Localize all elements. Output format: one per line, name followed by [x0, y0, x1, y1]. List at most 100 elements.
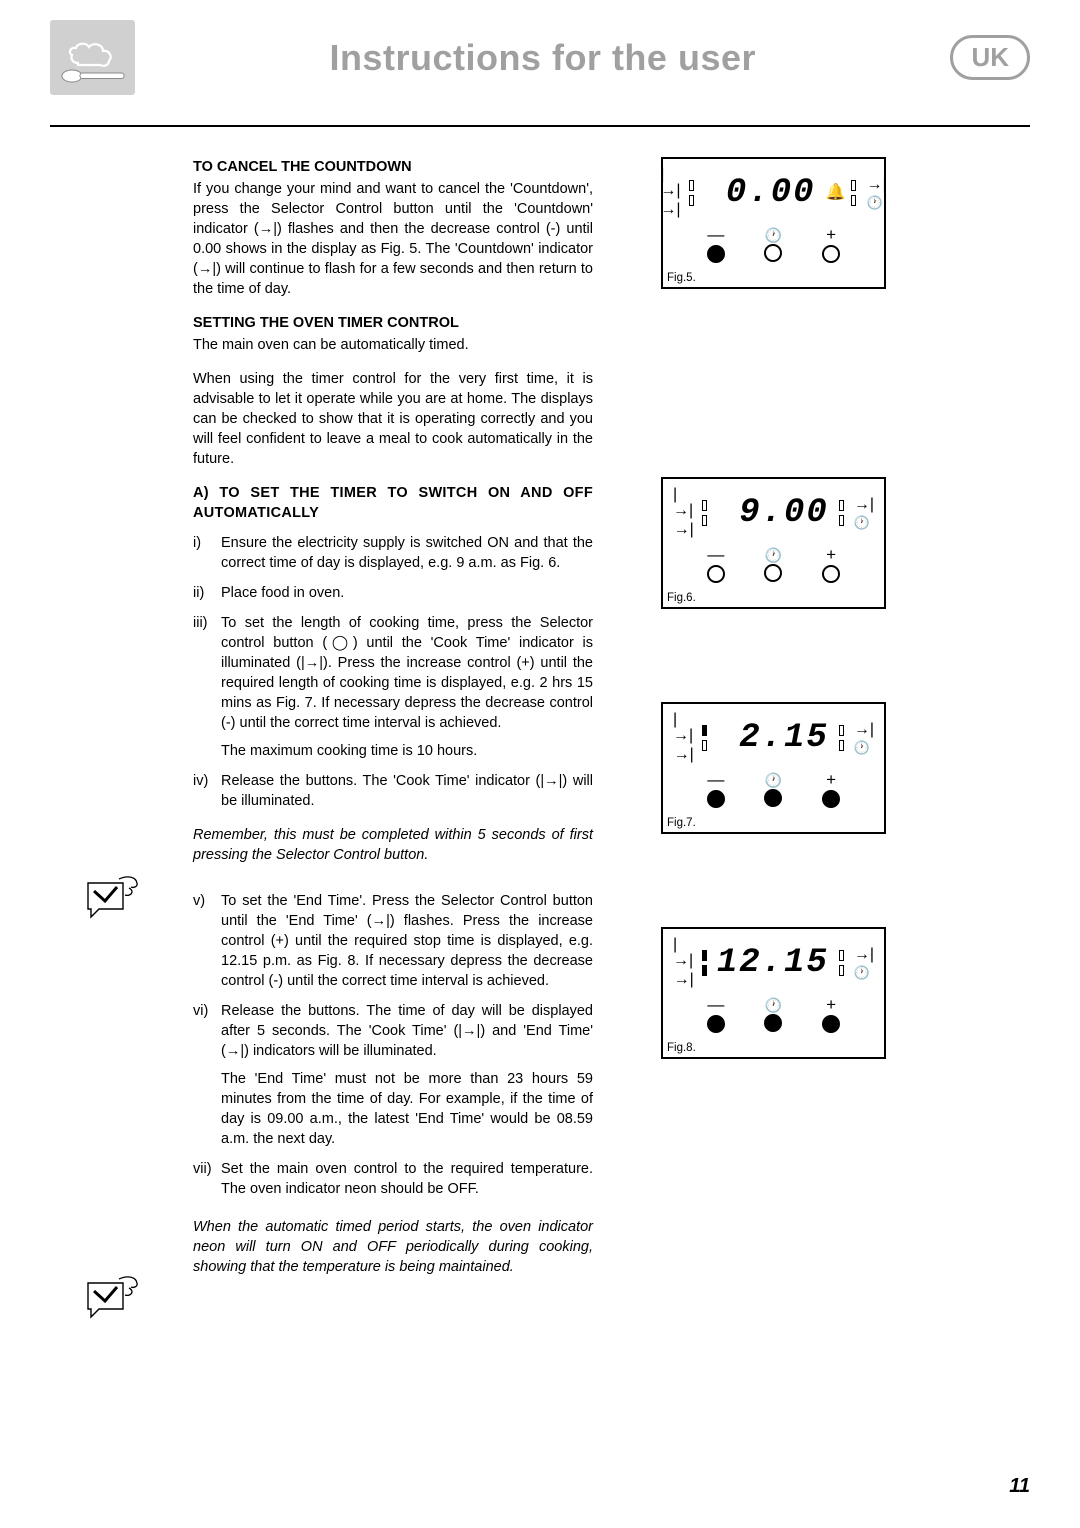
figure-f8: |→| →| 12.15 →| 🕐: [661, 927, 886, 1059]
button-circle: [764, 789, 782, 807]
figure-frame: |→| →| 12.15 →| 🕐: [661, 927, 886, 1059]
end-time-icon: →|: [854, 497, 874, 513]
minus-icon: —: [707, 226, 724, 243]
note-icon: [83, 1275, 141, 1320]
display-row: |→| →| 0.00 🔔 →| 🕐: [673, 167, 874, 218]
figures-column: |→| →| 0.00 🔔 →| 🕐: [593, 157, 1032, 1291]
country-badge: UK: [950, 35, 1030, 80]
indicator: [702, 515, 707, 526]
left-indicators: [702, 725, 707, 751]
figure-frame: |→| →| 9.00 →| 🕐: [661, 477, 886, 609]
step-num: i): [193, 533, 201, 553]
clock-icon: 🕐: [765, 773, 782, 787]
indicator: [702, 965, 707, 976]
clock-icon: 🕐: [854, 741, 870, 754]
end-time-icon: →|: [854, 722, 874, 738]
button-circle: [707, 790, 725, 808]
display-row: |→| →| 12.15 →| 🕐: [673, 937, 874, 988]
step-text: To set the 'End Time'. Press the Selecto…: [221, 893, 593, 989]
step-num: vii): [193, 1159, 212, 1179]
step-subtext: The maximum cooking time is 10 hours.: [221, 741, 593, 761]
right-symbols: →| 🕐: [854, 947, 874, 979]
digital-display: 12.15: [713, 946, 833, 980]
buttons-row: — 🕐 +: [673, 767, 874, 824]
figure-frame: |→| →| 2.15 →| 🕐: [661, 702, 886, 834]
content-area: TO CANCEL THE COUNTDOWN If you change yo…: [0, 127, 1080, 1291]
step-item: v) To set the 'End Time'. Press the Sele…: [193, 891, 593, 991]
cook-time-icon: |→|: [673, 712, 694, 744]
indicator: [839, 725, 844, 736]
cancel-body: If you change your mind and want to canc…: [193, 179, 593, 299]
buttons-row: — 🕐 +: [673, 222, 874, 279]
minus-icon: —: [707, 771, 724, 788]
left-symbols: |→| →|: [673, 937, 694, 988]
plus-icon: +: [826, 771, 836, 788]
heading-timer: SETTING THE OVEN TIMER CONTROL: [193, 313, 593, 333]
minus-control: —: [707, 771, 725, 808]
figure-label: Fig.5.: [667, 272, 696, 284]
selector-control: 🕐: [764, 773, 782, 807]
button-circle: [822, 790, 840, 808]
timer-p1: The main oven can be automatically timed…: [193, 335, 593, 355]
plus-icon: +: [826, 996, 836, 1013]
right-indicators: [839, 950, 844, 976]
left-indicators: [689, 180, 694, 206]
step-num: vi): [193, 1001, 208, 1021]
plus-icon: +: [826, 546, 836, 563]
left-margin: [48, 157, 193, 1291]
selector-control: 🕐: [764, 998, 782, 1032]
indicator: [839, 515, 844, 526]
indicator: [839, 965, 844, 976]
step-num: ii): [193, 583, 204, 603]
indicator: [839, 950, 844, 961]
figure-f7: |→| →| 2.15 →| 🕐: [661, 702, 886, 834]
button-circle: [707, 565, 725, 583]
note-text-2: When the automatic timed period starts, …: [193, 1217, 593, 1277]
end-time-icon: →|: [660, 202, 680, 218]
button-circle: [764, 1014, 782, 1032]
clock-icon: 🕐: [765, 998, 782, 1012]
indicator: [702, 740, 707, 751]
step-num: v): [193, 891, 205, 911]
buttons-row: — 🕐 +: [673, 992, 874, 1049]
cook-time-icon: |→|: [673, 487, 694, 519]
page-header: Instructions for the user UK: [0, 0, 1080, 95]
indicator: [689, 195, 694, 206]
note-text-1: Remember, this must be completed within …: [193, 825, 593, 865]
step-item: vii) Set the main oven control to the re…: [193, 1159, 593, 1199]
clock-icon: 🕐: [765, 548, 782, 562]
figure-label: Fig.6.: [667, 592, 696, 604]
left-indicators: [702, 500, 707, 526]
step-item: iv) Release the buttons. The 'Cook Time'…: [193, 771, 593, 811]
buttons-row: — 🕐 +: [673, 542, 874, 599]
clock-icon: 🕐: [866, 196, 882, 209]
right-indicators: [839, 725, 844, 751]
end-time-icon: →|: [674, 522, 694, 538]
button-circle: [764, 244, 782, 262]
digital-display: 2.15: [713, 721, 833, 755]
heading-cancel: TO CANCEL THE COUNTDOWN: [193, 157, 593, 177]
step-item: ii) Place food in oven.: [193, 583, 593, 603]
display-row: |→| →| 9.00 →| 🕐: [673, 487, 874, 538]
note-icon: [83, 875, 141, 920]
plus-control: +: [822, 996, 840, 1033]
main-text-column: TO CANCEL THE COUNTDOWN If you change yo…: [193, 157, 593, 1291]
step-item: iii) To set the length of cooking time, …: [193, 613, 593, 761]
right-symbols: →| 🕐: [866, 177, 886, 209]
left-symbols: |→| →|: [673, 712, 694, 763]
bell-icon: 🔔: [826, 185, 846, 201]
figure-label: Fig.7.: [667, 817, 696, 829]
right-symbols: →| 🕐: [854, 497, 874, 529]
right-indicators: [851, 180, 856, 206]
button-circle: [822, 1015, 840, 1033]
step-text: To set the length of cooking time, press…: [221, 615, 593, 731]
end-time-icon: →|: [674, 747, 694, 763]
step-text: Set the main oven control to the require…: [221, 1161, 593, 1197]
logo-spoon-cloud-icon: [50, 20, 135, 95]
digital-display: 0.00: [700, 176, 820, 210]
indicator: [839, 740, 844, 751]
right-indicators: [839, 500, 844, 526]
end-time-icon: →|: [866, 177, 886, 193]
indicator: [702, 950, 707, 961]
step-num: iv): [193, 771, 208, 791]
